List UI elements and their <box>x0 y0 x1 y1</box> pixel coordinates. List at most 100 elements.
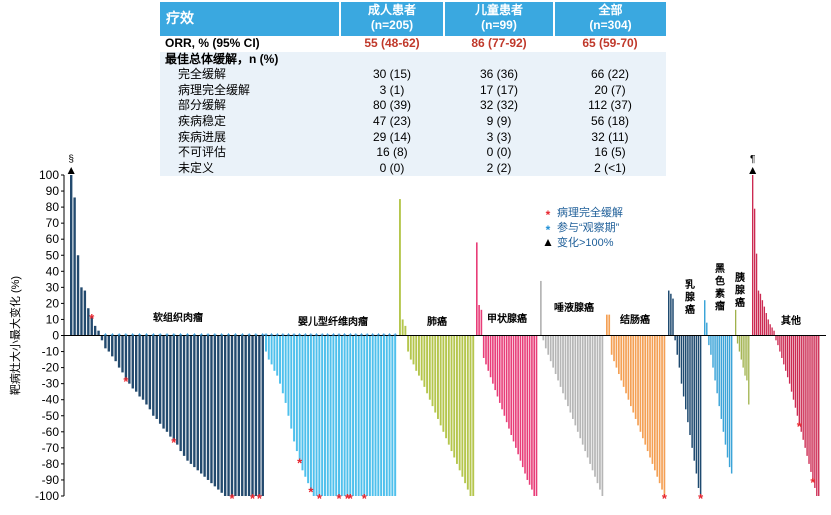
row-pediatric: 0 (0) <box>444 145 554 161</box>
bar <box>521 335 524 468</box>
watch-period-marker: * <box>199 332 203 342</box>
bar <box>744 335 746 376</box>
bar <box>695 335 698 474</box>
bar <box>312 335 315 496</box>
bar <box>697 335 700 488</box>
bar <box>426 335 429 394</box>
bar <box>610 335 613 355</box>
bar <box>200 335 203 474</box>
bar <box>796 335 799 416</box>
bor-header-row: 最佳总体缓解，n (%) <box>160 51 666 68</box>
bar <box>818 335 820 496</box>
y-tick-label: 70 <box>46 216 60 230</box>
bar <box>771 327 773 336</box>
bar <box>606 314 608 336</box>
category-label: 甲状腺癌 <box>487 312 527 325</box>
bar <box>634 335 637 419</box>
watch-period-marker: * <box>304 332 308 342</box>
bar <box>234 335 237 496</box>
bar <box>706 322 708 336</box>
bar <box>377 335 380 496</box>
bar <box>388 335 391 496</box>
bar <box>708 335 710 346</box>
bar <box>404 325 407 336</box>
bar <box>594 335 596 477</box>
watch-period-marker: * <box>240 332 244 342</box>
bar <box>620 335 623 381</box>
bar <box>728 335 731 468</box>
bar <box>415 335 418 371</box>
bar <box>808 335 810 464</box>
bar <box>80 287 83 336</box>
bar <box>329 335 332 496</box>
pcr-marker: * <box>810 475 816 490</box>
bar <box>442 335 445 432</box>
bar <box>812 335 814 480</box>
bar <box>562 335 564 394</box>
category-label-char: 色 <box>715 275 725 288</box>
bar <box>712 335 714 368</box>
bar <box>564 335 567 400</box>
y-tick-label: 30 <box>46 280 60 294</box>
bar <box>779 335 781 352</box>
watch-period-marker: * <box>124 332 128 342</box>
bar <box>179 335 182 452</box>
bar <box>482 335 485 358</box>
category-label-char: 素 <box>715 287 725 300</box>
efficacy-table: 疗效 成人患者 (n=205) 儿童患者 (n=99) 全部 (n=304) ORR,… <box>160 2 666 177</box>
bar <box>722 335 725 432</box>
bar <box>437 335 439 419</box>
bar <box>213 335 217 487</box>
bar <box>131 335 134 389</box>
bar <box>579 335 582 439</box>
pcr-marker: * <box>348 491 354 506</box>
bar <box>644 335 647 445</box>
bar <box>354 335 357 496</box>
y-tick-label: 0 <box>52 329 59 343</box>
watch-period-marker: * <box>158 332 162 342</box>
watch-period-marker: * <box>261 332 265 342</box>
bar <box>315 335 318 496</box>
table-row: 病理完全缓解 3 (1) 17 (17) 20 (7) <box>160 82 666 99</box>
bar <box>498 335 501 403</box>
bar <box>135 335 138 392</box>
bar <box>557 335 559 381</box>
watch-period-marker: * <box>264 332 268 342</box>
header-all: 全部 (n=304) <box>554 2 666 35</box>
bar <box>145 335 148 405</box>
bar <box>254 335 258 496</box>
bar <box>391 335 394 496</box>
watch-period-marker: * <box>360 332 364 342</box>
bar <box>401 319 404 336</box>
row-label: 未定义 <box>160 160 340 177</box>
category-label: 唾液腺癌 <box>554 301 594 314</box>
pcr-marker: * <box>257 491 263 506</box>
bar <box>802 335 804 440</box>
bar <box>786 335 789 378</box>
bar <box>572 335 574 419</box>
bar <box>301 335 304 471</box>
bar <box>656 335 659 477</box>
bar <box>281 335 284 394</box>
bar <box>735 309 737 336</box>
orr-pediatric: 86 (77-92) <box>444 34 554 52</box>
bar <box>210 335 213 484</box>
bar <box>544 335 547 349</box>
bar <box>128 335 131 384</box>
pcr-marker: * <box>229 491 235 506</box>
watch-period-marker: * <box>270 332 274 342</box>
bar <box>287 335 290 416</box>
bar <box>794 335 797 408</box>
legend-star-marker: * <box>546 208 551 222</box>
bar <box>104 335 107 349</box>
row-adult: 47 (23) <box>340 113 444 130</box>
bar <box>295 335 298 452</box>
bar <box>581 335 584 445</box>
bar <box>549 335 552 362</box>
watch-period-marker: * <box>131 332 135 342</box>
bar <box>114 335 117 362</box>
bar <box>800 335 802 432</box>
bar <box>121 335 124 373</box>
bar <box>724 335 727 445</box>
bar <box>453 335 456 458</box>
